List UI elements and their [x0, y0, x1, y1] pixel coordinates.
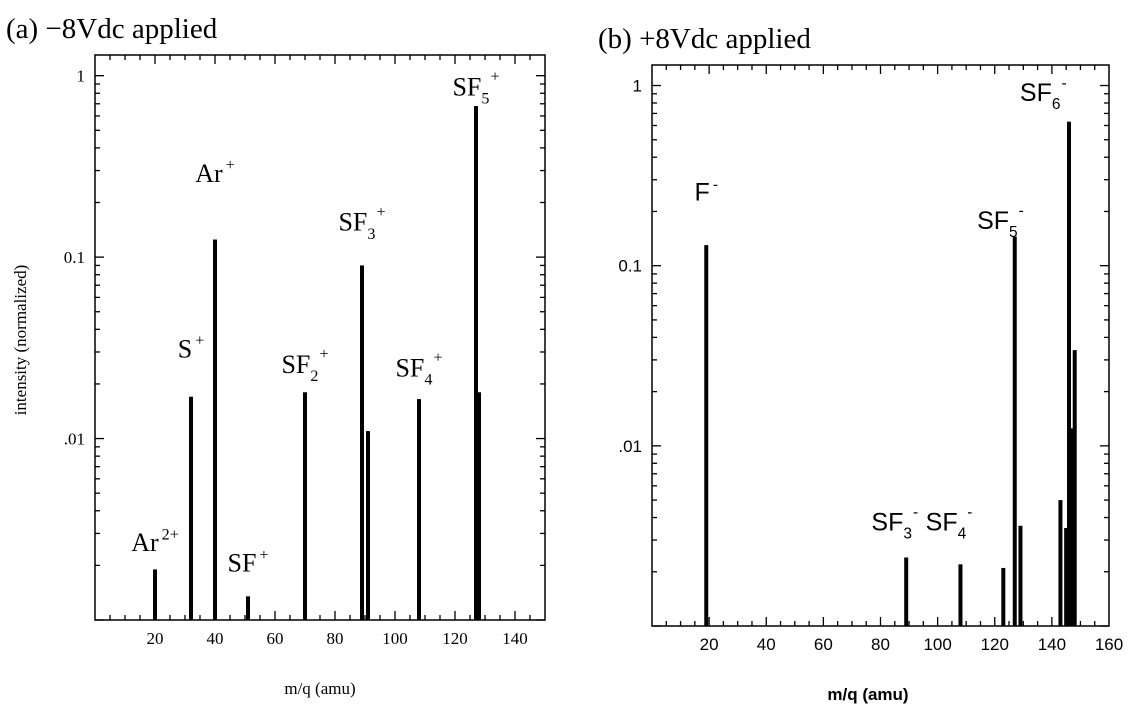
peak-label: Ar 2+ — [131, 526, 179, 557]
panel-b-plot-frame — [651, 64, 1110, 627]
peak-label: SF4+ — [395, 350, 442, 389]
panel-b-bars — [704, 121, 1077, 627]
x-tick-label: 140 — [1038, 635, 1066, 654]
peak-label: F- — [695, 176, 718, 206]
panel-a-y-axis-label: intensity (normalized) — [11, 265, 30, 416]
peak-bar — [360, 265, 364, 620]
peak-bar — [153, 569, 157, 620]
peak-bar — [1067, 121, 1072, 626]
x-tick-label: 160 — [1095, 635, 1123, 654]
peak-bar — [904, 557, 909, 626]
y-tick-label: .01 — [618, 437, 642, 456]
peak-bar — [1064, 527, 1069, 626]
peak-bar — [1001, 567, 1006, 626]
x-tick-label: 20 — [700, 635, 719, 654]
x-tick-label: 120 — [981, 635, 1009, 654]
y-tick-label: 0.1 — [64, 248, 85, 267]
peak-label: S + — [178, 333, 205, 364]
panel-b: (b) +8Vdc applied m/q (amu) 20 40 60 80 100 1… — [598, 23, 1123, 704]
y-tick-label: .01 — [64, 430, 85, 449]
panel-b-x-axis-label: m/q (amu) — [827, 685, 908, 704]
panel-a-x-axis-label: m/q (amu) — [284, 679, 355, 698]
peak-label: SF3+ — [338, 204, 385, 243]
panel-a-peak-labels: Ar 2+ S + Ar + SF + SF2+ SF3+ SF4+ SF5+ — [131, 68, 499, 577]
x-tick-label: 120 — [442, 629, 468, 648]
panel-b-x-tick-labels: 20 40 60 80 100 120 140 160 — [700, 635, 1124, 654]
x-tick-label: 80 — [327, 629, 344, 648]
panel-b-title: (b) +8Vdc applied — [598, 23, 811, 55]
peak-label: SF + — [227, 547, 268, 578]
peak-bar — [1018, 525, 1023, 626]
y-tick-label: 1 — [633, 77, 642, 96]
panel-a-ticks — [95, 55, 545, 621]
panel-a-title: (a) −8Vdc applied — [6, 13, 218, 45]
peak-bar — [366, 431, 370, 620]
panel-a-x-tick-labels: 20 40 60 80 100 120 140 — [147, 629, 528, 648]
peak-label: SF2+ — [281, 346, 328, 385]
peak-bar — [477, 392, 481, 620]
y-tick-label: 1 — [77, 67, 86, 86]
x-tick-label: 40 — [757, 635, 776, 654]
panel-b-peak-labels: F - SF3- SF4- SF5- SF6- — [695, 75, 1067, 542]
x-tick-label: 100 — [382, 629, 408, 648]
peak-label: SF4- — [926, 504, 973, 542]
panel-b-ticks — [652, 65, 1109, 627]
x-tick-label: 60 — [267, 629, 284, 648]
peak-label: SF3- — [871, 504, 918, 542]
peak-bar — [1012, 236, 1017, 626]
peak-bar — [958, 564, 963, 626]
peak-label: SF6- — [1020, 75, 1067, 113]
x-tick-label: 80 — [871, 635, 890, 654]
peak-bar — [704, 245, 709, 627]
y-tick-label: 0.1 — [618, 257, 642, 276]
peak-bar — [1058, 500, 1063, 626]
panel-a: (a) −8Vdc applied intensity (normalized)… — [6, 13, 546, 698]
peak-label: SF5- — [977, 203, 1024, 241]
peak-bar — [1072, 350, 1077, 626]
peak-label: SF5+ — [452, 68, 499, 107]
peak-label: Ar + — [195, 157, 235, 188]
peak-bar — [303, 392, 307, 620]
peak-bar — [189, 396, 193, 620]
x-tick-label: 140 — [502, 629, 528, 648]
x-tick-label: 60 — [814, 635, 833, 654]
peak-bar — [213, 239, 217, 620]
peak-bar — [1069, 428, 1074, 626]
peak-bar — [246, 596, 250, 620]
x-tick-label: 40 — [207, 629, 224, 648]
panel-a-bars — [153, 106, 481, 620]
panel-b-y-tick-labels: 1 0.1 .01 — [618, 77, 642, 456]
peak-bar — [474, 106, 478, 620]
panel-a-y-tick-labels: 1 0.1 .01 — [64, 67, 85, 449]
x-tick-label: 100 — [923, 635, 951, 654]
x-tick-label: 20 — [147, 629, 164, 648]
peak-bar — [417, 399, 421, 620]
